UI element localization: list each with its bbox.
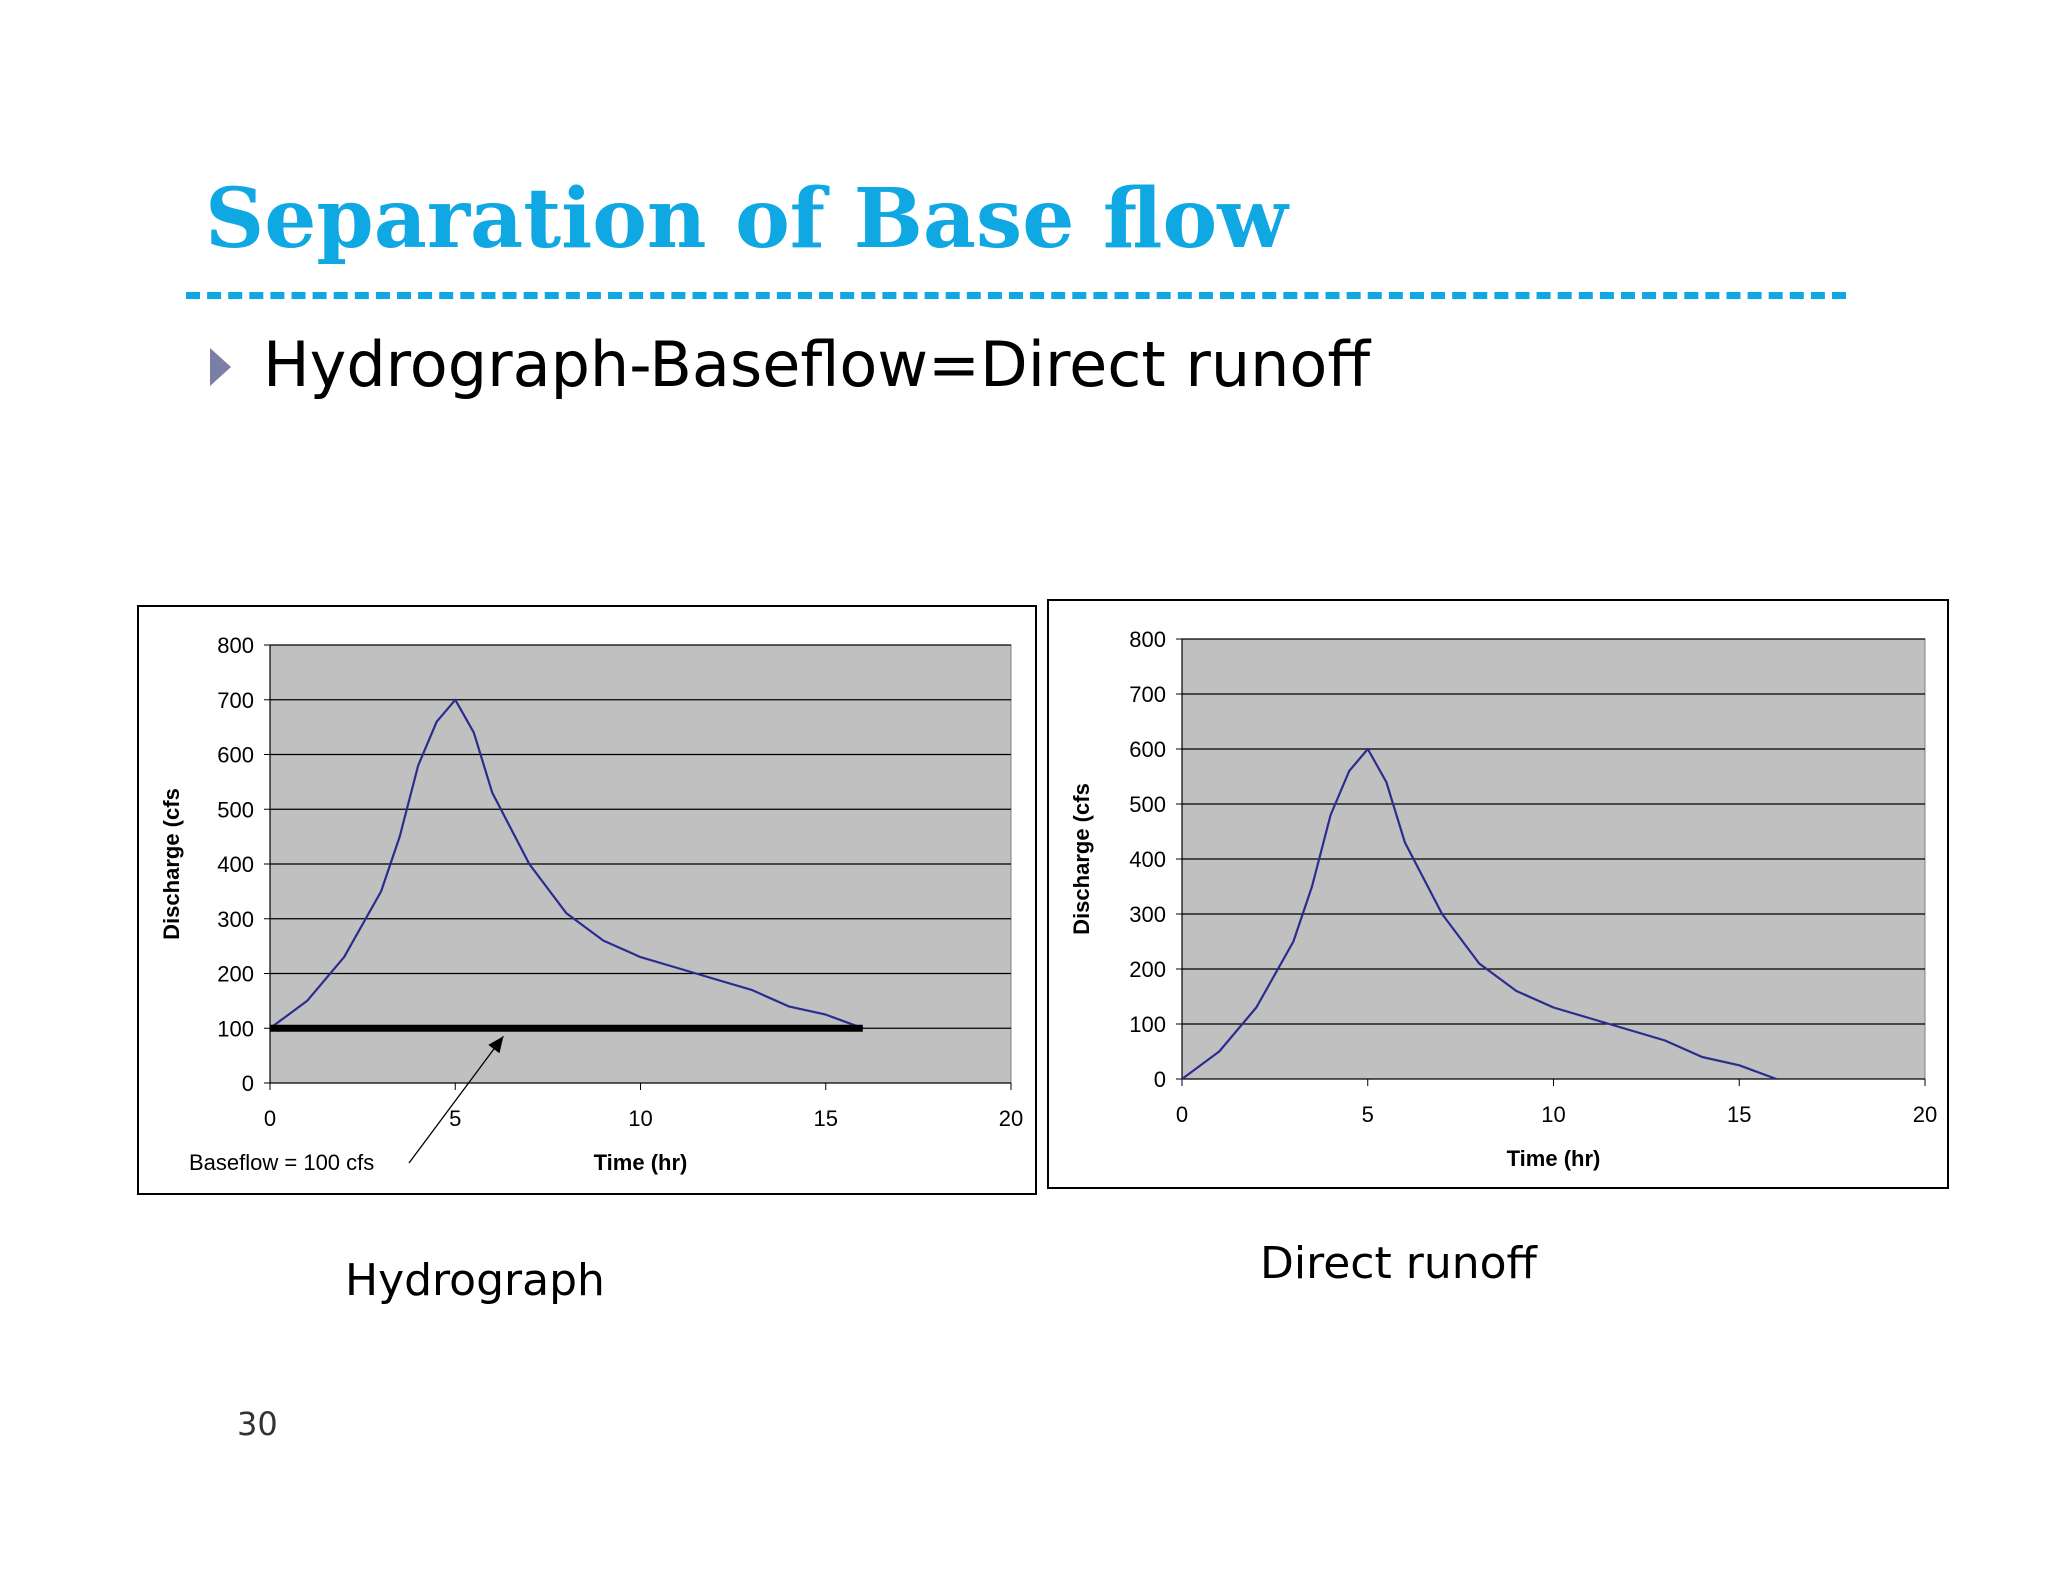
y-tick-label: 200 [217, 962, 254, 987]
y-tick-label: 700 [217, 688, 254, 713]
x-axis-title: Time (hr) [594, 1150, 688, 1175]
y-tick-label: 800 [217, 633, 254, 658]
x-tick-label: 15 [1727, 1102, 1751, 1127]
y-tick-label: 0 [242, 1071, 254, 1096]
y-tick-label: 200 [1129, 957, 1166, 982]
x-tick-label: 0 [1176, 1102, 1188, 1127]
y-tick-label: 100 [217, 1016, 254, 1041]
x-tick-label: 5 [449, 1106, 461, 1131]
y-tick-label: 700 [1129, 682, 1166, 707]
y-tick-label: 500 [1129, 792, 1166, 817]
slide-title: Separation of Base flow [205, 171, 1288, 267]
title-divider [186, 292, 1846, 299]
hydrograph-chart-svg: 0 100 200 300 400 500 600 700 800 0 5 10 15 20 Time (h… [159, 633, 1023, 1175]
x-tick-label: 10 [628, 1106, 652, 1131]
bullet-text: Hydrograph-Baseflow=Direct runoff [263, 328, 1371, 401]
direct-runoff-caption: Direct runoff [1260, 1238, 1537, 1289]
y-tick-label: 800 [1129, 627, 1166, 652]
annotation-arrow-line [408, 1035, 504, 1164]
page-number: 30 [237, 1405, 278, 1443]
x-tick-label: 15 [814, 1106, 838, 1131]
y-tick-label: 600 [1129, 737, 1166, 762]
direct-runoff-chart-svg: 0 100 200 300 400 500 600 700 800 0 5 10 15 20 Time (h… [1069, 627, 1937, 1171]
y-axis-title: Discharge (cfs [1069, 783, 1094, 935]
y-axis-title: Discharge (cfs [159, 788, 184, 940]
x-axis-title: Time (hr) [1507, 1146, 1601, 1171]
y-tick-label: 600 [217, 743, 254, 768]
direct-runoff-chart: 0 100 200 300 400 500 600 700 800 0 5 10 15 20 Time (h… [1047, 599, 1949, 1189]
hydrograph-chart: 0 100 200 300 400 500 600 700 800 0 5 10 15 20 Time (h… [137, 605, 1037, 1195]
y-tick-label: 100 [1129, 1012, 1166, 1037]
y-tick-label: 400 [1129, 847, 1166, 872]
x-tick-label: 5 [1362, 1102, 1374, 1127]
x-tick-label: 10 [1541, 1102, 1565, 1127]
y-tick-label: 400 [217, 852, 254, 877]
y-tick-label: 500 [217, 797, 254, 822]
series-line [1181, 747, 1777, 1081]
hydrograph-caption: Hydrograph [345, 1255, 605, 1306]
y-tick-label: 0 [1154, 1067, 1166, 1092]
x-tick-label: 20 [999, 1106, 1023, 1131]
baseflow-annotation: Baseflow = 100 cfs [189, 1150, 374, 1175]
x-tick-label: 0 [264, 1106, 276, 1131]
annotation-arrowhead-icon [488, 1036, 504, 1054]
y-tick-label: 300 [217, 907, 254, 932]
y-tick-label: 300 [1129, 902, 1166, 927]
bullet-arrow-icon [210, 348, 231, 386]
series-line [269, 698, 864, 1030]
x-tick-label: 20 [1913, 1102, 1937, 1127]
